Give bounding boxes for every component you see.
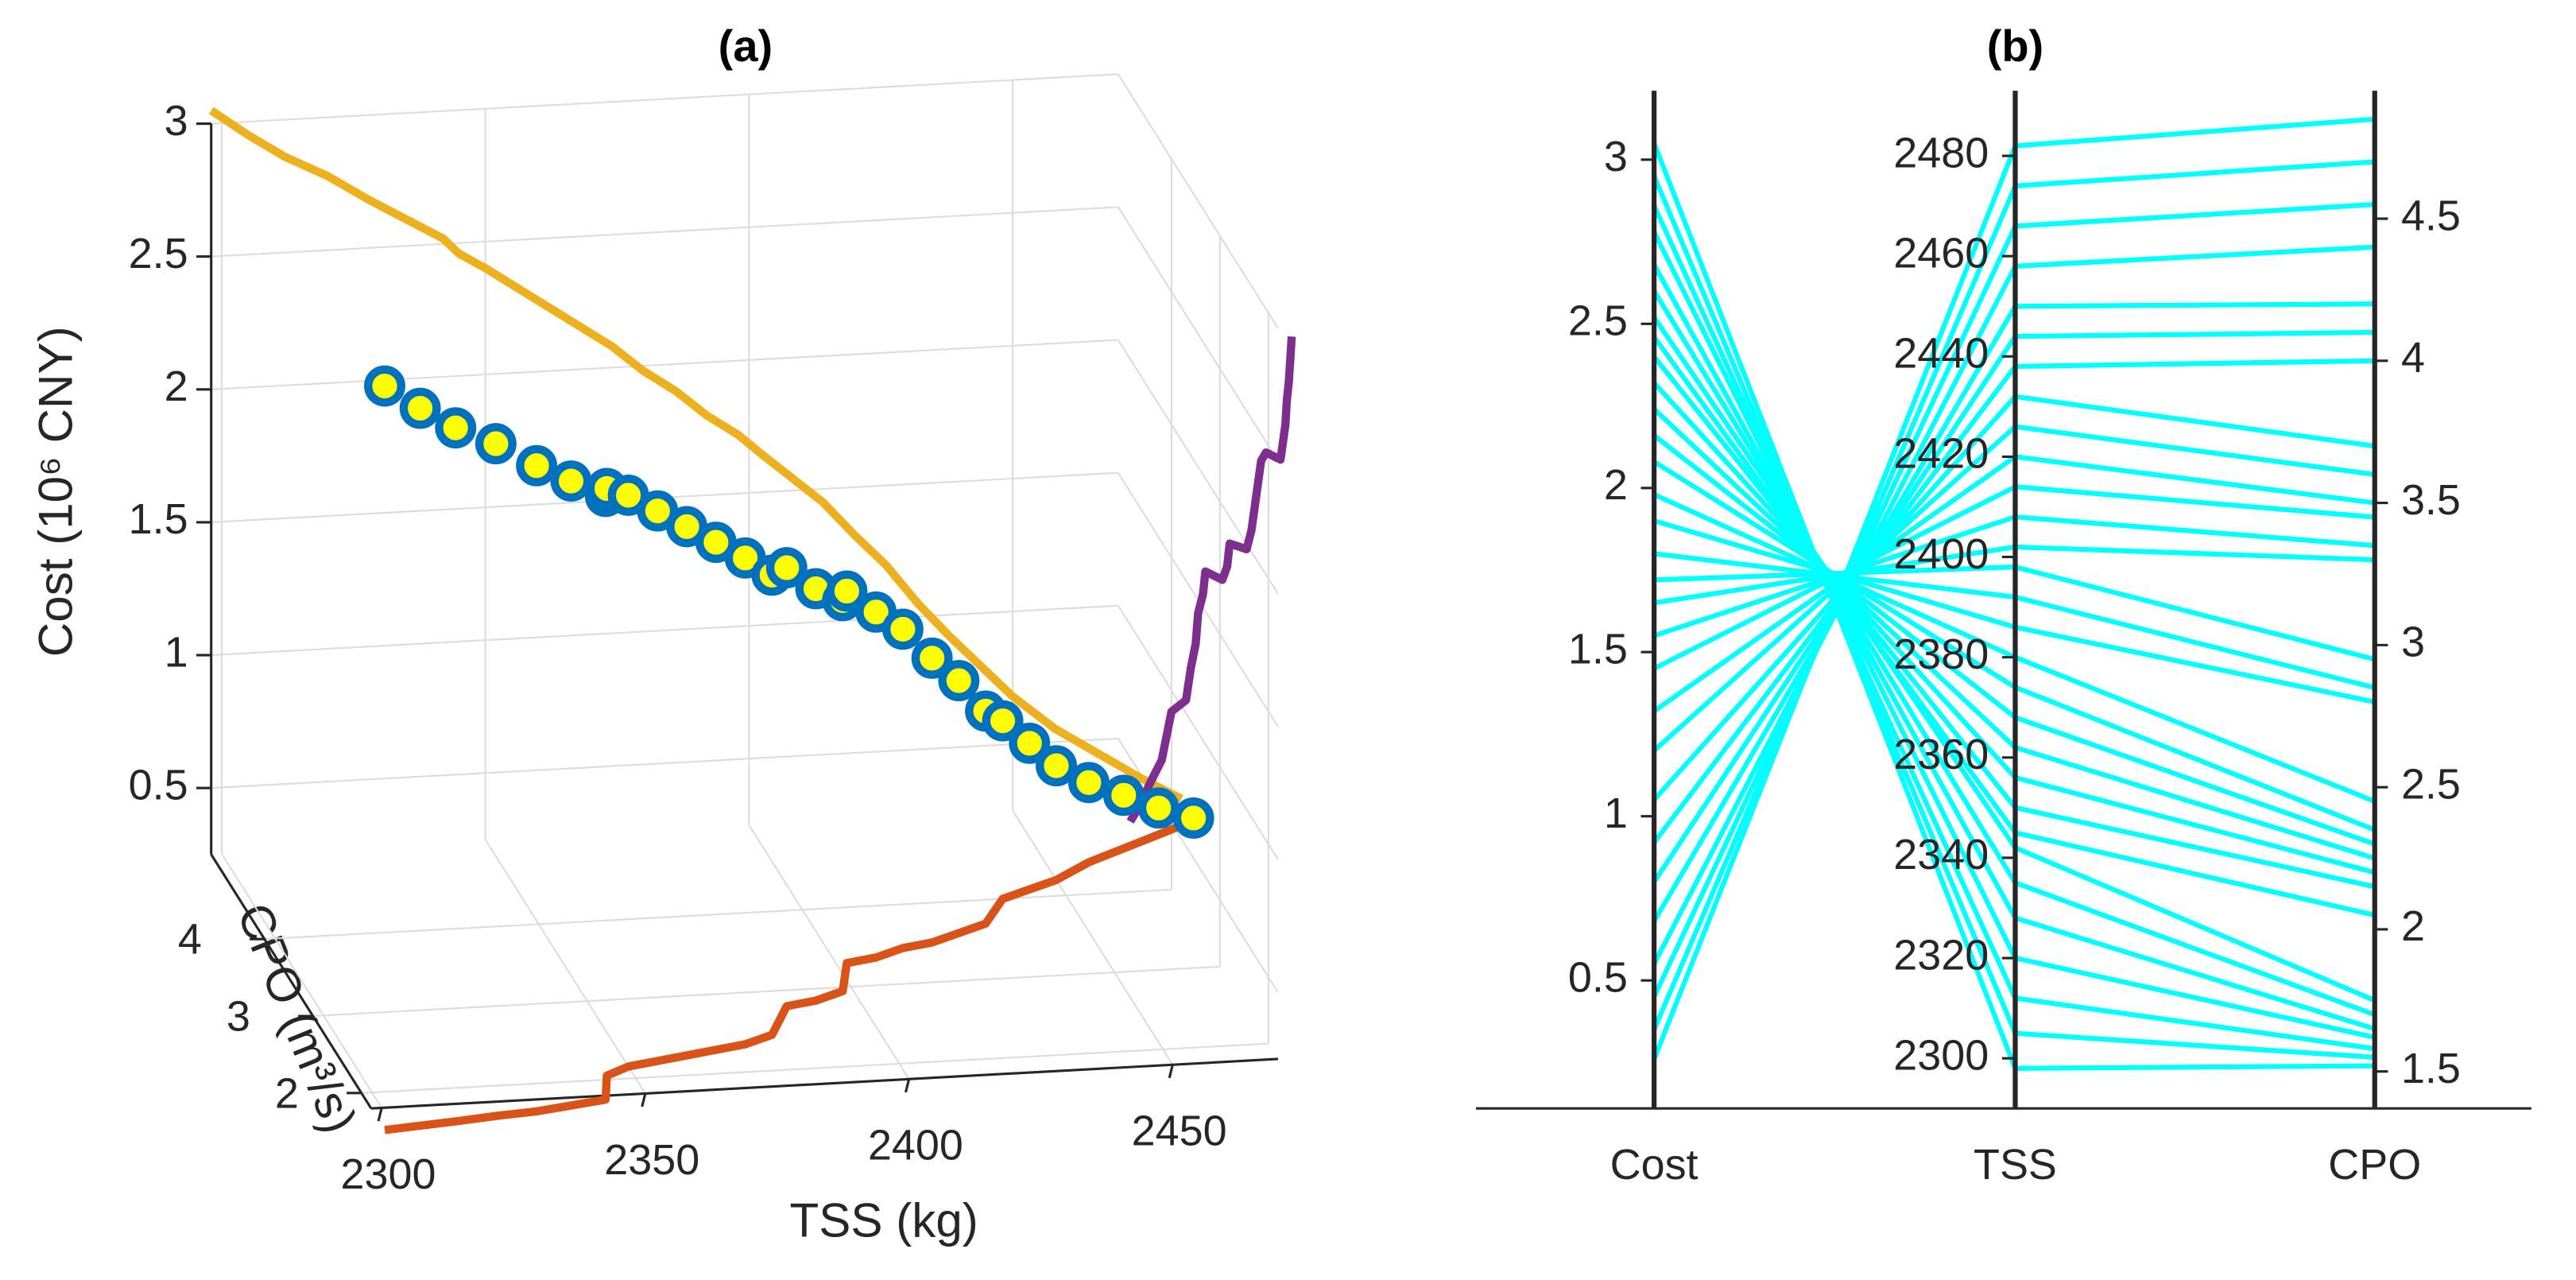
grid-line xyxy=(1117,339,1279,595)
y-tick-label: 3.5 xyxy=(2401,476,2461,524)
x-tick-label: 2450 xyxy=(1132,1107,1227,1155)
y-tick-label: 1.5 xyxy=(2401,1045,2461,1092)
point xyxy=(881,608,924,650)
grid-line xyxy=(211,339,1118,390)
y-tick-label: 2 xyxy=(275,1069,299,1117)
y-tick-label: 2460 xyxy=(1893,229,1989,277)
z-tick-label: 1 xyxy=(165,628,188,676)
grid-line xyxy=(211,604,1118,657)
point xyxy=(475,423,517,465)
grid-line xyxy=(312,965,1220,1018)
point xyxy=(938,660,980,702)
grid-line xyxy=(1012,810,1174,1065)
point xyxy=(435,407,477,449)
y-tick-label: 3 xyxy=(227,992,250,1040)
grid-line xyxy=(361,1042,1269,1094)
grid-line xyxy=(211,737,1118,789)
y-tick-label: 2320 xyxy=(1893,931,1989,979)
axis-name: TSS xyxy=(1974,1141,2057,1189)
y-tick-label: 2480 xyxy=(1893,129,1989,176)
projection-line xyxy=(384,816,1195,1135)
grid-line xyxy=(211,73,1118,125)
y-tick-label: 2420 xyxy=(1893,430,1989,478)
point xyxy=(1172,797,1214,839)
chart-title: (b) xyxy=(1987,21,2044,71)
y-tick-label: 2340 xyxy=(1893,831,1989,879)
y-tick-label: 1 xyxy=(1604,789,1628,837)
grid-line xyxy=(211,206,1118,258)
y-tick-label: 2360 xyxy=(1893,731,1989,778)
chart-title: (a) xyxy=(719,21,773,71)
y-tick-label: 2440 xyxy=(1893,330,1989,378)
tick-mark xyxy=(641,1093,647,1107)
y-tick-label: 3 xyxy=(2401,619,2425,666)
point xyxy=(982,700,1024,742)
point xyxy=(1009,722,1051,764)
z-tick-label: 1.5 xyxy=(129,495,188,543)
point xyxy=(1102,774,1145,816)
tick-mark xyxy=(1168,1064,1174,1079)
y-tick-label: 2380 xyxy=(1893,630,1989,678)
y-tick-label: 2400 xyxy=(1893,530,1989,578)
point xyxy=(399,387,441,429)
y-tick-label: 1.5 xyxy=(1568,625,1628,673)
grid-line xyxy=(1117,605,1279,860)
grid-line xyxy=(221,853,383,1109)
z-tick-label: 3 xyxy=(165,97,188,145)
y-tick-label: 2.5 xyxy=(2401,760,2461,808)
y-tick-label: 2300 xyxy=(1893,1031,1989,1079)
tick-mark xyxy=(377,1107,383,1122)
axis-line xyxy=(370,1057,1279,1110)
grid-line xyxy=(1117,206,1279,462)
point xyxy=(1036,745,1077,787)
tick-mark xyxy=(904,1078,911,1093)
grid-line xyxy=(264,888,1172,941)
y-tick-label: 3 xyxy=(1604,133,1628,180)
point xyxy=(550,460,592,502)
point xyxy=(1067,762,1110,804)
x-tick-label: 2400 xyxy=(868,1122,963,1169)
y-tick-label: 0.5 xyxy=(1568,953,1628,1001)
y-tick-label: 4.5 xyxy=(2401,192,2461,239)
y-tick-label: 2 xyxy=(2401,902,2425,950)
z-axis-label: Cost (10⁶ CNY) xyxy=(29,326,83,657)
point xyxy=(1137,787,1180,829)
axis-name: CPO xyxy=(2328,1141,2421,1189)
x-tick-label: 2350 xyxy=(604,1136,699,1184)
z-tick-label: 2 xyxy=(165,363,188,410)
z-tick-label: 0.5 xyxy=(129,761,188,809)
point xyxy=(765,547,808,589)
y-tick-label: 4 xyxy=(178,916,202,964)
y-tick-label: 4 xyxy=(2401,334,2425,382)
axis-line xyxy=(210,853,373,1110)
projection-line xyxy=(1126,336,1296,824)
grid-line xyxy=(484,839,646,1094)
point xyxy=(516,444,558,487)
y-tick-label: 2.5 xyxy=(1568,297,1628,345)
grid-line xyxy=(748,824,910,1080)
x-axis-label: TSS (kg) xyxy=(790,1193,978,1247)
z-tick-label: 2.5 xyxy=(129,230,188,277)
grid-line xyxy=(1117,73,1279,329)
y-tick-label: 2 xyxy=(1604,461,1628,509)
axis-name: Cost xyxy=(1610,1141,1699,1189)
point xyxy=(826,570,868,612)
point xyxy=(364,365,405,407)
projection-line xyxy=(208,107,1183,803)
x-tick-label: 2300 xyxy=(341,1150,436,1198)
point xyxy=(911,637,953,679)
